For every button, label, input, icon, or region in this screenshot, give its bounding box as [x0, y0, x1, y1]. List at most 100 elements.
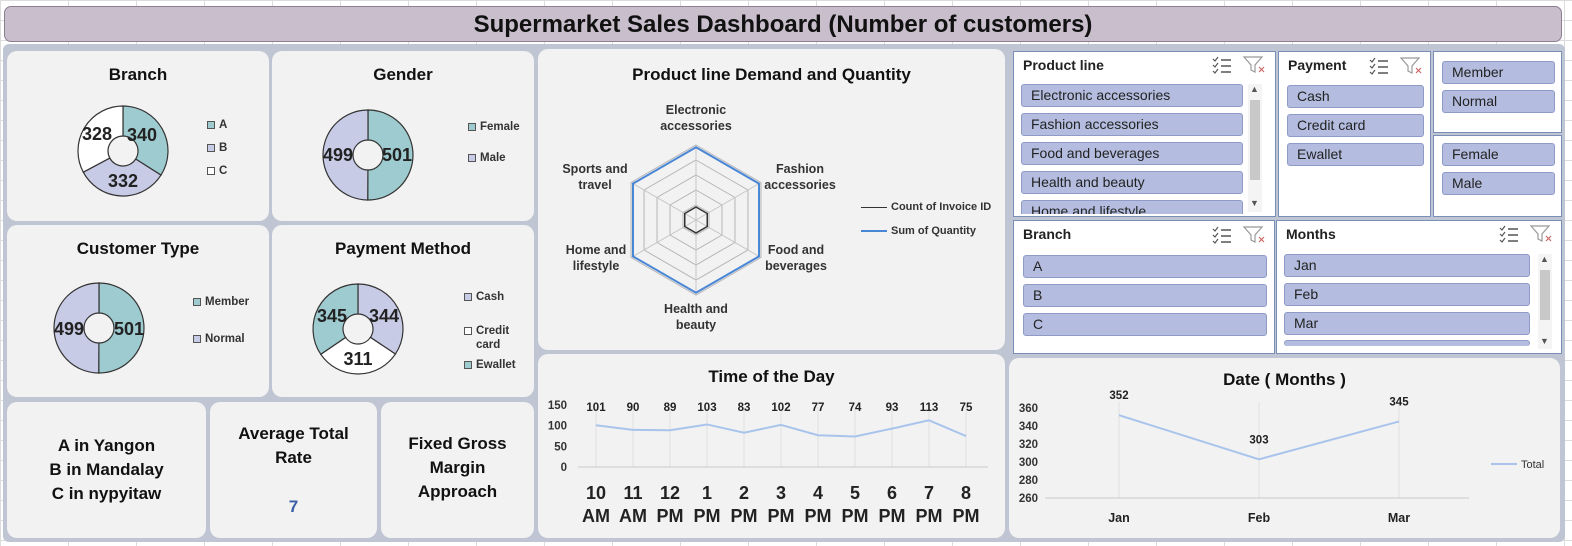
data-label: 345: [1389, 397, 1409, 409]
data-label-female: 501: [382, 145, 412, 165]
slicer-item-branch-b[interactable]: B: [1023, 284, 1267, 307]
slicer-item-jan[interactable]: Jan: [1284, 254, 1530, 277]
legend-item-ewallet: Ewallet: [464, 358, 516, 372]
data-label-cash: 344: [369, 306, 399, 326]
legend-item-male: Male: [468, 151, 506, 165]
x-tick-label: 4 PM: [805, 483, 832, 526]
slicer-item-electronic-accessories[interactable]: Electronic accessories: [1021, 84, 1243, 107]
slicer-item-branch-c[interactable]: C: [1023, 313, 1267, 336]
y-tick-label: 320: [1019, 439, 1038, 451]
data-label-male: 499: [323, 145, 353, 165]
legend-item-normal: Normal: [193, 332, 245, 346]
months-chart-card[interactable]: Date ( Months ) 360 340 320 300 280 260 352 303…: [1009, 358, 1560, 538]
slicer-item-fashion-accessories[interactable]: Fashion accessories: [1021, 113, 1243, 136]
scroll-down-icon[interactable]: ▼: [1250, 198, 1259, 208]
data-label-normal: 499: [54, 319, 84, 339]
slicer-item-credit-card[interactable]: Credit card: [1287, 114, 1424, 137]
multi-select-icon[interactable]: [1497, 224, 1523, 244]
city-b: B in Mandalay: [49, 460, 164, 479]
radar-chart-title: Product line Demand and Quantity: [632, 65, 911, 84]
gender-chart-card[interactable]: Gender 501 499 Female Male: [272, 51, 534, 221]
product-line-slicer-title: Product line: [1023, 57, 1104, 73]
radar-spoke: [630, 182, 697, 221]
slicer-item-food-and-beverages[interactable]: Food and beverages: [1021, 142, 1243, 165]
data-label-c: 328: [82, 124, 112, 144]
clear-filter-icon[interactable]: [1529, 224, 1555, 244]
x-tick-label: Mar: [1388, 511, 1410, 525]
time-of-day-card[interactable]: Time of the Day 150 100 50 0 101 90 89 103 83 102…: [538, 354, 1005, 538]
x-tick-label: 10 AM: [582, 483, 610, 526]
scroll-down-icon[interactable]: ▼: [1540, 336, 1549, 346]
months-chart-title: Date ( Months ): [1223, 370, 1346, 389]
slicer-item-cash[interactable]: Cash: [1287, 85, 1424, 108]
legend-item-female: Female: [468, 120, 520, 134]
legend-item-cash: Cash: [464, 290, 504, 304]
payment-method-chart-card[interactable]: Payment Method 344 311 345 Cash Credit car…: [272, 225, 534, 397]
payment-slicer[interactable]: Payment Cash Credit card Ewallet: [1278, 51, 1431, 217]
branch-chart-card[interactable]: Branch 340 332 328 A B C: [7, 51, 269, 221]
slicer-item-ewallet[interactable]: Ewallet: [1287, 143, 1424, 166]
slicer-item-home-and-lifestyle[interactable]: Home and lifestyle: [1021, 200, 1243, 214]
product-line-slicer[interactable]: Product line Electronic accessories Fash…: [1013, 51, 1276, 217]
y-tick-label: 300: [1019, 457, 1038, 469]
scroll-up-icon[interactable]: ▲: [1250, 84, 1259, 94]
slice-credit-card: [319, 336, 397, 375]
branch-slicer[interactable]: Branch A B C: [1013, 220, 1275, 354]
x-tick-label: 5 PM: [842, 483, 869, 526]
average-rate-value: 7: [288, 497, 299, 516]
product-line-scrollbar[interactable]: ▲ ▼: [1248, 84, 1262, 212]
radar-axis-label: Food and beverages: [765, 243, 827, 273]
multi-select-icon[interactable]: [1210, 225, 1236, 245]
slicer-item-branch-a[interactable]: A: [1023, 255, 1267, 278]
slicer-item-mar[interactable]: Mar: [1284, 312, 1530, 335]
product-line-radar-card[interactable]: Product line Demand and Quantity Electro…: [538, 49, 1005, 350]
slicer-item-member[interactable]: Member: [1442, 61, 1555, 84]
slice-b: [82, 157, 162, 197]
x-tick-label: 7 PM: [916, 483, 943, 526]
clear-filter-icon[interactable]: [1399, 56, 1425, 76]
slice-cash: [357, 283, 404, 355]
slice-male: [322, 109, 369, 201]
average-rate-card: Average Total Rate 7: [210, 402, 377, 538]
data-label-member: 501: [114, 319, 144, 339]
data-label: 89: [664, 402, 677, 414]
scrollbar-thumb[interactable]: [1250, 100, 1260, 180]
data-label: 93: [886, 402, 899, 414]
city-c: C in nypyitaw: [51, 484, 162, 503]
product-line-radar-chart: Electronic accessories Fashion accessories F…: [562, 103, 835, 332]
y-tick-label: 280: [1019, 475, 1038, 487]
slicer-item-male[interactable]: Male: [1442, 172, 1555, 195]
time-of-day-line-chart: 150 100 50 0 101 90 89 103 83 102 77 74 93 113 75 10 AM 1…: [548, 400, 988, 526]
legend-count-invoice: Count of Invoice ID: [861, 200, 991, 214]
months-slicer[interactable]: Months Jan Feb Mar ▲ ▼: [1276, 220, 1562, 354]
gender-slicer[interactable]: Female Male: [1433, 135, 1562, 217]
slicer-item-female[interactable]: Female: [1442, 143, 1555, 166]
scroll-up-icon[interactable]: ▲: [1540, 254, 1549, 264]
multi-select-icon[interactable]: [1367, 56, 1393, 76]
slicer-item-partial[interactable]: [1284, 340, 1530, 346]
months-scrollbar[interactable]: ▲ ▼: [1538, 254, 1552, 349]
slice-c: [77, 105, 124, 173]
x-tick-label: 1 PM: [694, 483, 721, 526]
multi-select-icon[interactable]: [1210, 55, 1236, 75]
x-tick-label: 12 PM: [657, 483, 684, 526]
data-label: 101: [586, 402, 606, 414]
customer-type-donut-chart: 501 499: [53, 282, 145, 374]
legend-item-c: C: [207, 164, 227, 178]
slicer-item-normal[interactable]: Normal: [1442, 90, 1555, 113]
clear-filter-icon[interactable]: [1242, 55, 1268, 75]
x-tick-label: 8 PM: [953, 483, 980, 526]
customer-type-slicer[interactable]: Member Normal: [1433, 51, 1562, 133]
scrollbar-thumb[interactable]: [1540, 270, 1550, 320]
customer-type-chart-card[interactable]: Customer Type 501 499 Member Normal: [7, 225, 269, 397]
clear-filter-icon[interactable]: [1242, 225, 1268, 245]
data-label: 75: [960, 402, 973, 414]
branch-donut-chart: 340 332 328: [77, 105, 169, 197]
slicer-item-feb[interactable]: Feb: [1284, 283, 1530, 306]
slice-normal: [53, 282, 100, 374]
x-tick-label: 11 AM: [619, 483, 647, 526]
y-tick-label: 100: [548, 421, 567, 433]
x-tick-label: 3 PM: [768, 483, 795, 526]
months-line-chart: 360 340 320 300 280 260 352 303 345 Jan Feb Mar Tota…: [1019, 390, 1544, 525]
slicer-item-health-and-beauty[interactable]: Health and beauty: [1021, 171, 1243, 194]
